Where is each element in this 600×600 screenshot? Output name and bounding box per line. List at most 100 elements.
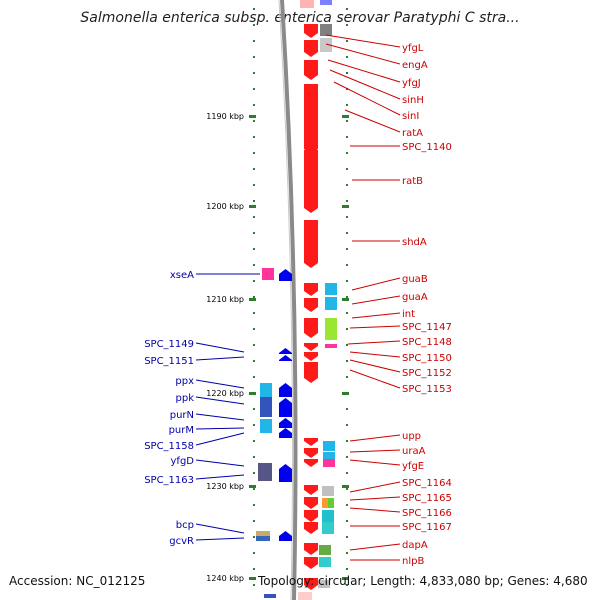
guide-dot: [253, 584, 255, 586]
forward-gene-faded: [300, 0, 314, 8]
guide-dot: [253, 360, 255, 362]
gene-label-SPC_1164: SPC_1164: [402, 478, 452, 489]
label-leader-line: [195, 342, 245, 353]
reverse-gene: [279, 355, 292, 361]
gene-label-xseA: xseA: [170, 270, 194, 281]
guide-dot: [346, 552, 348, 554]
guide-dot: [253, 456, 255, 458]
guide-dot: [253, 104, 255, 106]
guide-dot: [253, 408, 255, 410]
label-leader-line: [351, 295, 401, 305]
feature-box: [323, 452, 335, 462]
gene-label-SPC_1158: SPC_1158: [144, 441, 194, 452]
axis-tick-label: 1220 kbp: [206, 389, 244, 398]
gene-label-nlpB: nlpB: [402, 556, 424, 567]
gene-label-yfgD: yfgD: [171, 456, 195, 467]
guide-dot: [346, 72, 348, 74]
forward-gene: [304, 438, 318, 446]
axis-tick-mark: [342, 115, 349, 118]
axis-tick-mark: [249, 392, 256, 395]
label-leader-line: [349, 459, 401, 466]
forward-gene: [304, 497, 318, 509]
gene-label-yfgJ: yfgJ: [402, 78, 421, 89]
axis-tick-mark: [249, 577, 256, 580]
forward-gene: [304, 150, 318, 213]
label-leader-line: [349, 369, 401, 389]
label-leader-line: [347, 340, 401, 345]
guide-dot: [253, 488, 255, 490]
forward-gene: [304, 40, 318, 57]
feature-box: [322, 486, 334, 496]
feature-box: [325, 283, 337, 295]
guide-dot: [346, 328, 348, 330]
axis-tick-mark: [342, 577, 349, 580]
guide-dot: [253, 88, 255, 90]
label-leader-line: [329, 69, 401, 100]
guide-dot: [346, 136, 348, 138]
reverse-gene: [279, 383, 292, 397]
guide-dot: [253, 168, 255, 170]
gene-label-yfgL: yfgL: [402, 43, 424, 54]
gene-label-purM: purM: [169, 425, 194, 436]
forward-gene: [304, 485, 318, 495]
label-leader-line: [349, 325, 401, 329]
guide-dot: [346, 8, 348, 10]
guide-dot: [253, 200, 255, 202]
guide-dot: [346, 56, 348, 58]
gene-label-SPC_1140: SPC_1140: [402, 142, 452, 153]
forward-gene: [304, 220, 318, 268]
guide-dot: [346, 440, 348, 442]
feature-box: [320, 0, 332, 5]
feature-box-pink: [262, 268, 274, 280]
feature-box: [258, 463, 272, 481]
reverse-gene: [279, 464, 292, 482]
feature-box: [319, 557, 331, 567]
feature-box: [260, 419, 272, 433]
guide-dot: [346, 40, 348, 42]
feature-box: [322, 522, 334, 534]
gene-label-ratB: ratB: [402, 176, 423, 187]
gene-label-ppk: ppk: [176, 393, 195, 404]
guide-dot: [346, 504, 348, 506]
gene-label-engA: engA: [402, 60, 428, 71]
guide-dot: [346, 488, 348, 490]
gene-label-sinH: sinH: [402, 95, 424, 106]
guide-dot: [253, 440, 255, 442]
gene-label-SPC_1167: SPC_1167: [402, 522, 452, 533]
forward-gene: [304, 522, 318, 534]
gene-label-upp: upp: [402, 431, 421, 442]
guide-dot: [346, 312, 348, 314]
guide-dot: [253, 504, 255, 506]
forward-gene: [304, 298, 318, 312]
forward-gene: [304, 362, 318, 383]
forward-gene: [304, 24, 318, 38]
guide-dot: [253, 40, 255, 42]
label-leader-line: [195, 396, 245, 405]
guide-dot: [346, 200, 348, 202]
guide-dot: [253, 56, 255, 58]
guide-dot: [253, 568, 255, 570]
label-leader-line: [349, 449, 401, 453]
guide-dot: [346, 24, 348, 26]
label-leader-line: [349, 507, 401, 513]
label-leader-line: [195, 379, 245, 389]
guide-dot: [253, 344, 255, 346]
gene-label-SPC_1151: SPC_1151: [144, 356, 194, 367]
guide-dot: [253, 296, 255, 298]
forward-gene: [304, 448, 318, 458]
axis-tick-label: 1240 kbp: [206, 574, 244, 583]
label-leader-line: [349, 434, 401, 442]
feature-box: [325, 297, 337, 310]
label-leader-line: [349, 543, 401, 551]
gene-label-SPC_1147: SPC_1147: [402, 322, 452, 333]
label-leader-line: [351, 277, 401, 291]
feature-box: [323, 441, 335, 451]
gene-label-ppx: ppx: [175, 376, 194, 387]
forward-gene: [304, 84, 318, 154]
gene-label-bcp: bcp: [176, 520, 194, 531]
axis-tick-mark: [249, 298, 256, 301]
guide-dot: [346, 424, 348, 426]
feature-box: [298, 592, 312, 600]
label-leader-line: [327, 59, 401, 83]
